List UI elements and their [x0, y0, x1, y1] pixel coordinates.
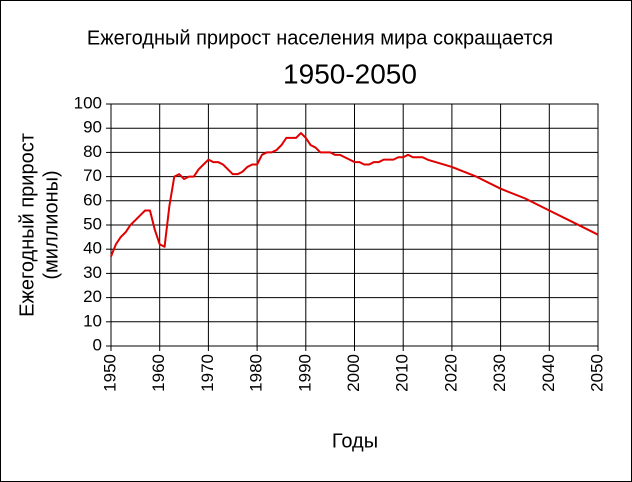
- y-tick-label: 60: [83, 190, 102, 209]
- y-tick-label: 40: [83, 239, 102, 258]
- y-tick-label: 20: [83, 287, 102, 306]
- y-tick-label: 0: [93, 335, 102, 354]
- y-tick-label: 100: [74, 93, 102, 112]
- x-tick-label: 1960: [149, 354, 168, 392]
- y-tick-label: 70: [83, 166, 102, 185]
- y-tick-label: 50: [83, 214, 102, 233]
- chart-subtitle: 1950-2050: [283, 58, 417, 89]
- x-tick-label: 2020: [441, 354, 460, 392]
- x-tick-label: 2050: [587, 354, 606, 392]
- x-tick-label: 2000: [344, 354, 363, 392]
- x-tick-label: 1980: [247, 354, 266, 392]
- y-tick-label: 80: [83, 142, 102, 161]
- y-tick-label: 30: [83, 263, 102, 282]
- x-axis-label: Годы: [332, 430, 378, 452]
- plot-border: [110, 103, 599, 347]
- x-tick-label: 1950: [100, 354, 119, 392]
- y-axis-label: Ежегодный прирост: [16, 133, 38, 317]
- x-tick-label: 2040: [539, 354, 558, 392]
- data-line: [110, 132, 599, 257]
- x-tick-label: 1990: [295, 354, 314, 392]
- chart-title: Ежегодный прирост населения мира сокраща…: [87, 27, 553, 49]
- y-tick-label: 10: [83, 311, 102, 330]
- x-tick-label: 2030: [490, 354, 509, 392]
- y-tick-label: 90: [83, 118, 102, 137]
- y-axis-label: (миллионы): [40, 170, 62, 279]
- x-tick-label: 2010: [393, 354, 412, 392]
- x-tick-label: 1970: [198, 354, 217, 392]
